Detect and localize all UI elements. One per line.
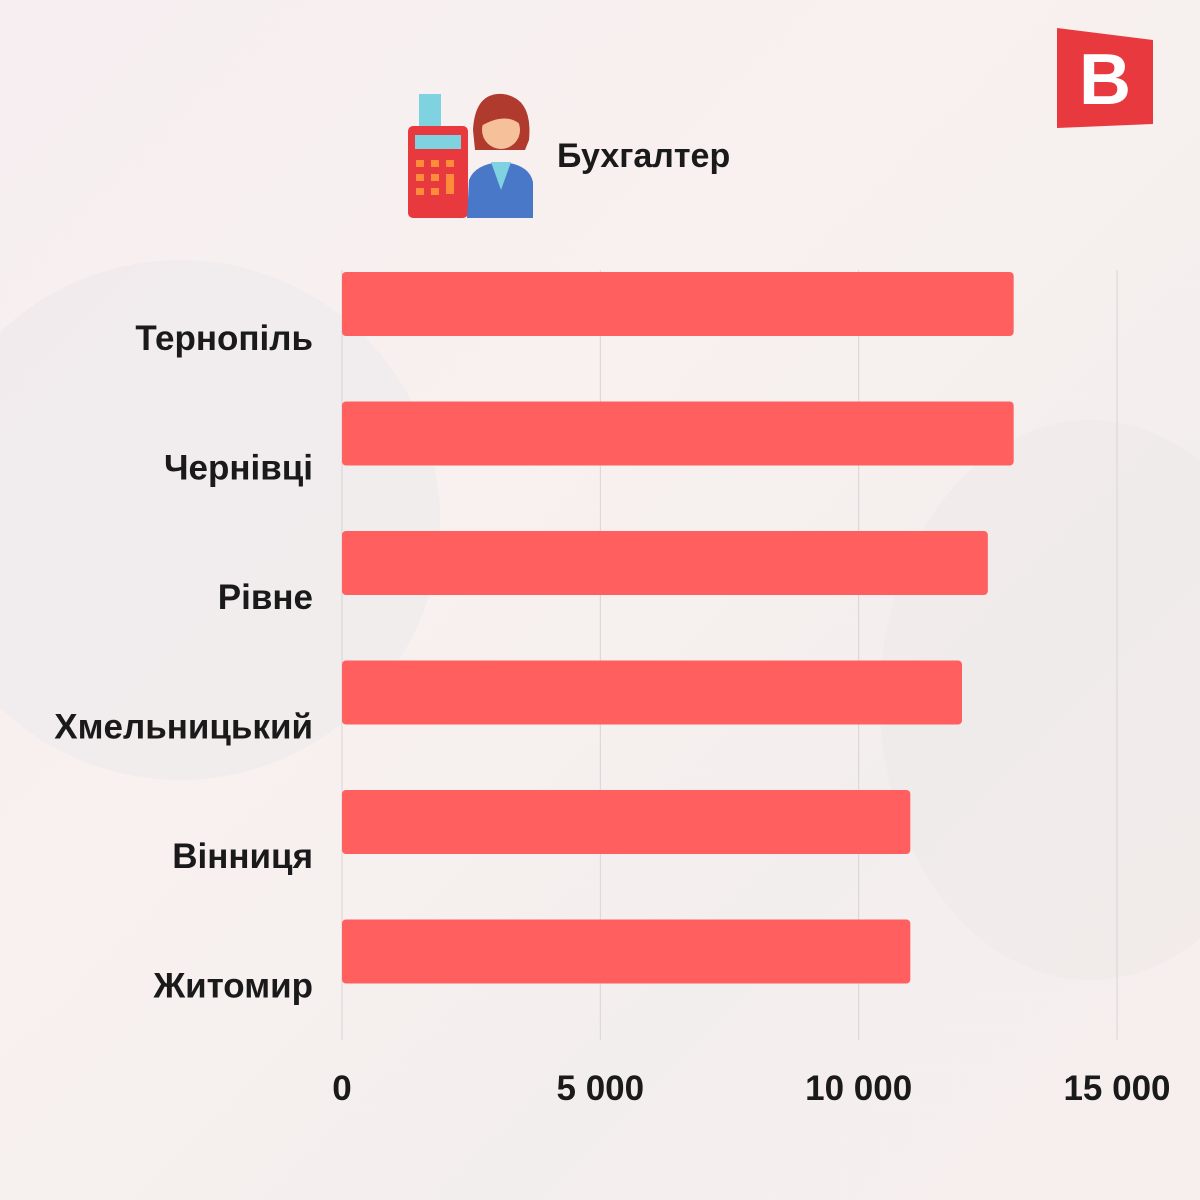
category-label: Хмельницький [54,708,313,747]
category-label: Рівне [218,578,313,617]
x-tick-label: 5 000 [557,1069,645,1108]
bar-2 [342,401,1014,466]
bar-5 [342,790,911,854]
category-label: Вінниця [172,837,313,876]
bar-3 [342,531,988,595]
x-tick-label: 0 [332,1069,351,1108]
chart-title: Бухгалтер [557,137,731,175]
category-label: Житомир [152,967,313,1006]
accountant-calculator-icon [408,93,533,218]
bar-1 [342,272,1014,336]
category-label: Тернопіль [135,319,313,358]
x-tick-label: 15 000 [1063,1069,1170,1108]
x-tick-label: 10 000 [805,1069,912,1108]
bar-4 [342,660,962,725]
brand-logo: B [1057,28,1153,128]
bar-6 [342,919,911,984]
category-label: Чернівці [164,449,313,488]
svg-text:B: B [1079,40,1131,120]
